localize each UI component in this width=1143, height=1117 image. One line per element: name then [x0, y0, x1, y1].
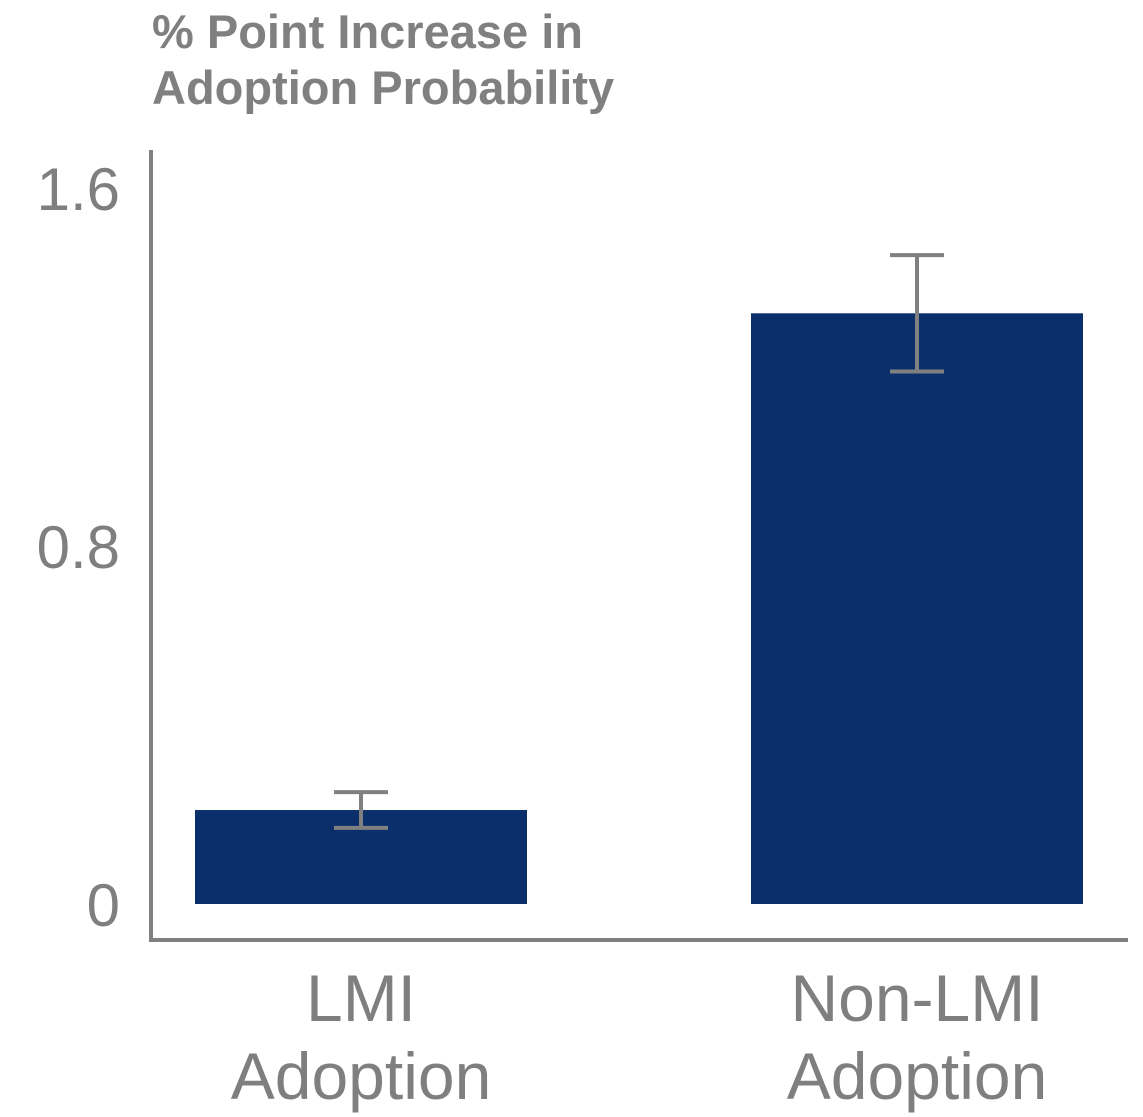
- x-category-label: LMI: [306, 961, 416, 1035]
- y-axis-label-line-2: Adoption Probability: [152, 61, 615, 114]
- x-category-label: Adoption: [231, 1039, 492, 1113]
- y-tick-label: 0.8: [37, 514, 120, 581]
- bar: [751, 313, 1083, 904]
- y-axis-label: % Point Increase in Adoption Probability: [152, 4, 852, 116]
- x-category-label: Non-LMI: [790, 961, 1043, 1035]
- y-axis-label-line-1: % Point Increase in: [152, 5, 583, 58]
- y-tick-label: 0: [87, 872, 120, 939]
- x-category-label: Adoption: [787, 1039, 1048, 1113]
- y-tick-label: 1.6: [37, 156, 120, 223]
